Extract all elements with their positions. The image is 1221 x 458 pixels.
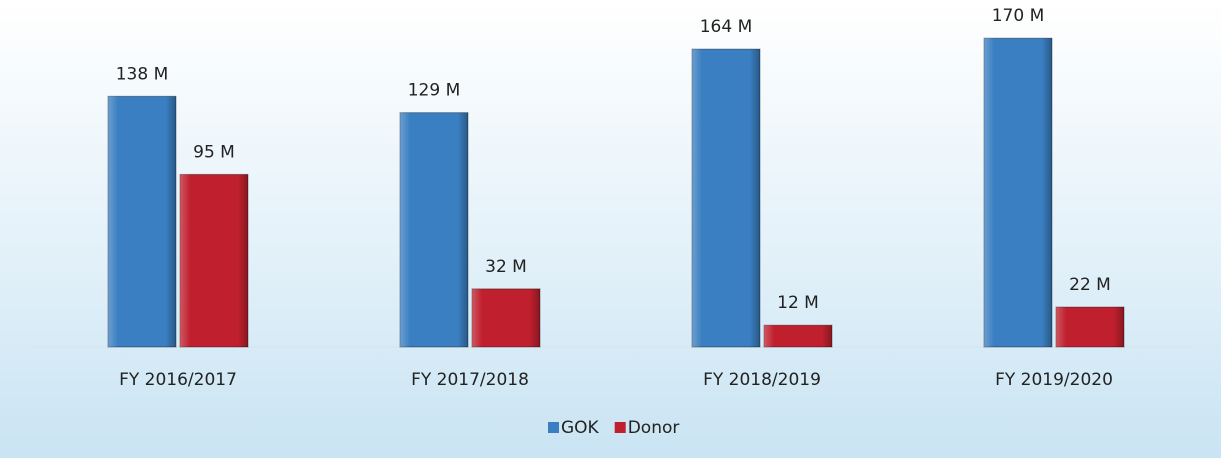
data-label: 22 M: [1069, 275, 1111, 295]
x-tick-label: FY 2017/2018: [411, 370, 529, 390]
legend-swatch: [614, 422, 626, 433]
data-label: 95 M: [193, 142, 235, 162]
data-label: 170 M: [992, 6, 1045, 26]
bar-shade: [692, 49, 760, 348]
x-tick-label: FY 2016/2017: [119, 370, 237, 390]
bar-shade: [984, 38, 1052, 348]
legend-swatch: [548, 422, 559, 433]
data-label: 164 M: [700, 17, 753, 37]
legend-label: GOK: [561, 418, 600, 438]
data-label: 138 M: [116, 64, 169, 84]
data-label: 12 M: [777, 293, 819, 313]
bar-shade: [400, 112, 468, 348]
x-tick-label: FY 2018/2019: [703, 370, 821, 390]
data-label: 129 M: [408, 81, 461, 101]
bar-shade: [108, 96, 176, 347]
data-label: 32 M: [485, 257, 527, 277]
bar-shade: [1056, 307, 1124, 347]
legend-label: Donor: [628, 418, 680, 438]
x-tick-label: FY 2019/2020: [995, 370, 1113, 390]
bar-shade: [472, 288, 540, 347]
bar-shade: [180, 174, 248, 347]
bar-shade: [764, 325, 832, 347]
